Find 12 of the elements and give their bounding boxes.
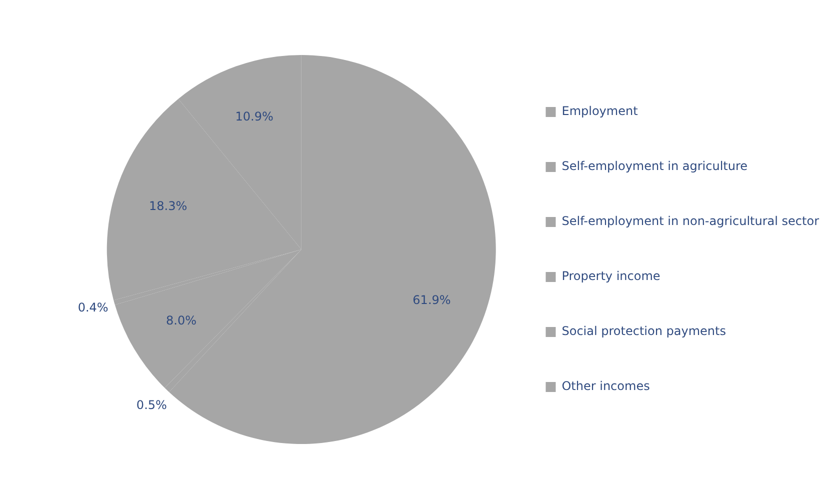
data-label: 0.5%: [136, 398, 167, 412]
data-label: 61.9%: [412, 292, 451, 307]
legend-label: Other incomes: [562, 379, 650, 394]
data-label: 0.4%: [78, 300, 108, 315]
legend-label: Self-employment in agriculture: [562, 159, 748, 174]
data-label: 10.9%: [235, 110, 274, 124]
legend-label: Self-employment in non-agricultural sector: [562, 214, 820, 228]
legend-label: Property income: [562, 269, 660, 284]
data-label: 18.3%: [148, 198, 188, 213]
legend-label: Social protection payments: [562, 324, 726, 338]
data-label: 8.0%: [166, 314, 197, 328]
legend-label: Employment: [562, 104, 638, 118]
